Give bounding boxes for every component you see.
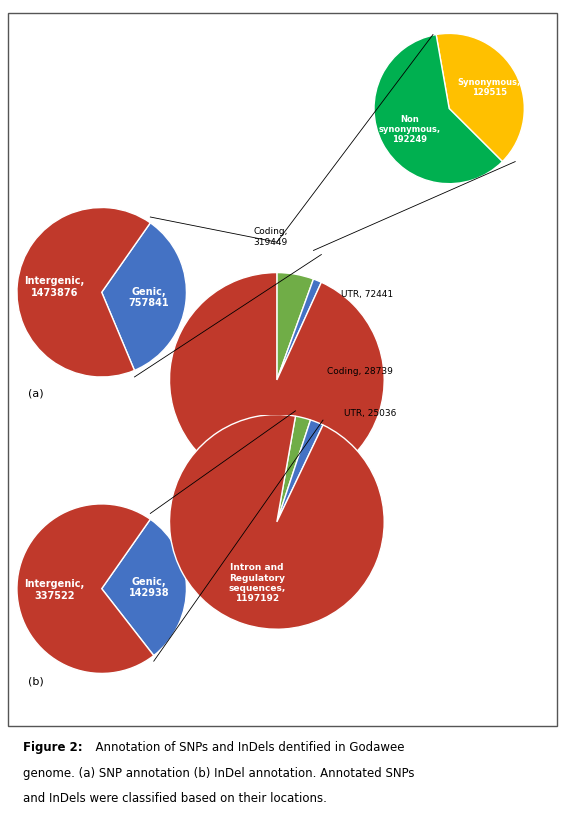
- Wedge shape: [170, 272, 384, 488]
- Text: Intron and
Regulatory
sequences,
5369297: Intron and Regulatory sequences, 5369297: [234, 423, 292, 463]
- Text: Coding, 28739: Coding, 28739: [327, 367, 393, 376]
- Text: (b): (b): [28, 676, 44, 686]
- Text: Intergenic,
1473876: Intergenic, 1473876: [24, 276, 85, 298]
- Text: Synonymous,
129515: Synonymous, 129515: [458, 78, 521, 98]
- Text: Intergenic,
337522: Intergenic, 337522: [24, 579, 84, 600]
- Wedge shape: [277, 272, 314, 380]
- Text: Genic,
142938: Genic, 142938: [129, 577, 170, 598]
- Wedge shape: [170, 414, 384, 630]
- Wedge shape: [277, 420, 323, 522]
- Text: Intron and
Regulatory
sequences,
1197192: Intron and Regulatory sequences, 1197192: [229, 563, 286, 604]
- Text: genome. (a) SNP annotation (b) InDel annotation. Annotated SNPs: genome. (a) SNP annotation (b) InDel ann…: [23, 767, 414, 780]
- Wedge shape: [277, 279, 321, 380]
- Wedge shape: [277, 416, 311, 522]
- Text: Genic,
757841: Genic, 757841: [129, 286, 169, 308]
- Text: UTR, 72441: UTR, 72441: [341, 291, 393, 300]
- Text: (a): (a): [28, 388, 44, 398]
- Wedge shape: [17, 208, 150, 377]
- Wedge shape: [102, 519, 186, 655]
- Text: and InDels were classified based on their locations.: and InDels were classified based on thei…: [23, 792, 327, 805]
- Wedge shape: [102, 223, 186, 371]
- Wedge shape: [17, 504, 154, 673]
- Wedge shape: [436, 33, 524, 162]
- Wedge shape: [374, 34, 502, 184]
- Text: Coding,
319449: Coding, 319449: [253, 227, 288, 246]
- Text: Figure 2:: Figure 2:: [23, 741, 82, 755]
- Text: UTR, 25036: UTR, 25036: [344, 409, 396, 418]
- Text: Non
synonymous,
192249: Non synonymous, 192249: [378, 114, 440, 144]
- Text: Annotation of SNPs and InDels dentified in Godawee: Annotation of SNPs and InDels dentified …: [88, 741, 404, 755]
